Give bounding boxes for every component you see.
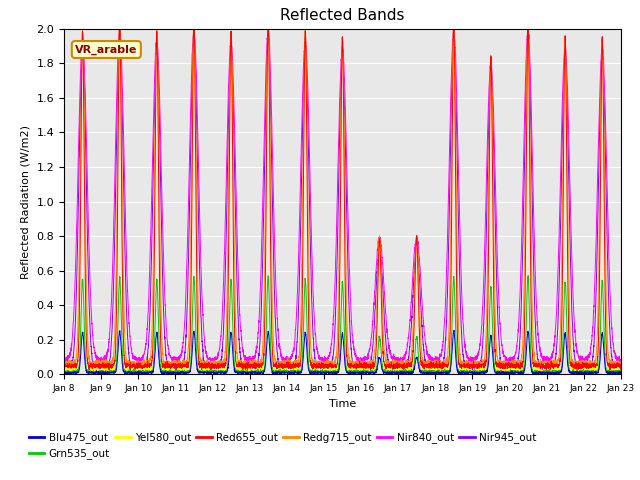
Legend: Blu475_out, Grn535_out, Yel580_out, Red655_out, Redg715_out, Nir840_out, Nir945_: Blu475_out, Grn535_out, Yel580_out, Red6…	[25, 428, 540, 463]
Title: Reflected Bands: Reflected Bands	[280, 9, 404, 24]
Text: VR_arable: VR_arable	[75, 44, 138, 55]
X-axis label: Time: Time	[329, 399, 356, 408]
Y-axis label: Reflected Radiation (W/m2): Reflected Radiation (W/m2)	[21, 125, 31, 278]
